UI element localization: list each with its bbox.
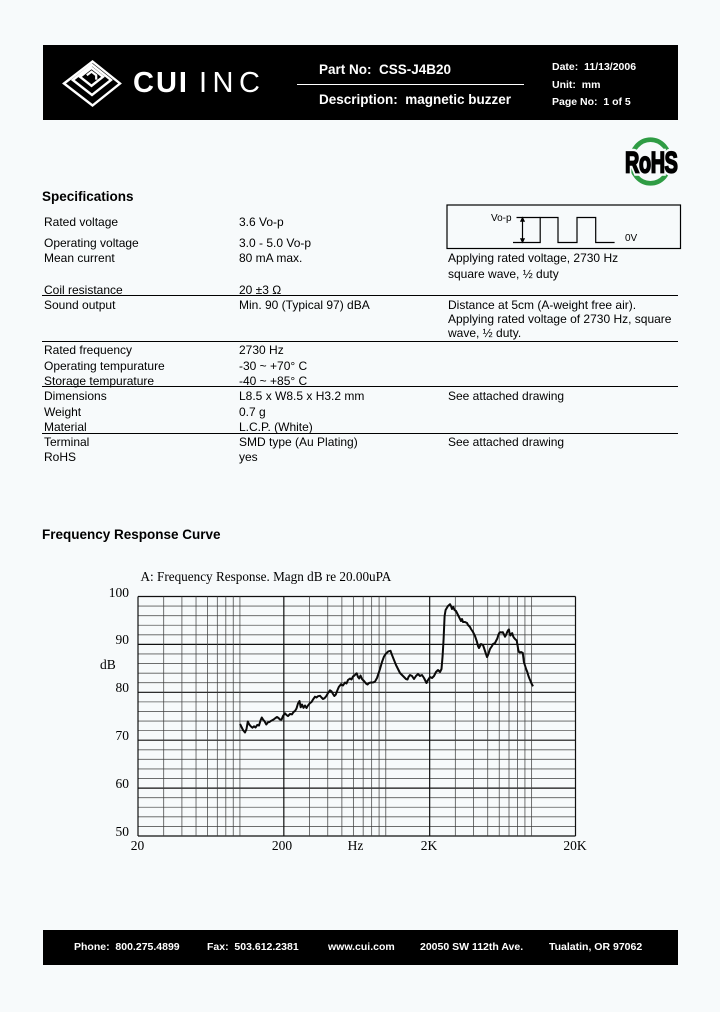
svg-text:20: 20 <box>131 838 145 853</box>
svg-text:60: 60 <box>116 776 130 791</box>
svg-text:90: 90 <box>116 632 130 647</box>
svg-text:dB: dB <box>100 657 116 672</box>
svg-text:RoHS: RoHS <box>625 147 678 180</box>
svg-text:80: 80 <box>116 680 130 695</box>
svg-text:70: 70 <box>116 728 130 743</box>
svg-text:Hz: Hz <box>348 838 364 853</box>
svg-text:200: 200 <box>272 838 293 853</box>
svg-text:RoHS: RoHS <box>625 147 678 180</box>
svg-text:100: 100 <box>109 585 130 600</box>
svg-text:0V: 0V <box>625 233 638 244</box>
svg-text:2K: 2K <box>421 838 438 853</box>
svg-text:20K: 20K <box>563 838 587 853</box>
svg-text:A: Frequency Response. Magn dB: A: Frequency Response. Magn dB re 20.00u… <box>141 569 392 584</box>
svg-text:50: 50 <box>116 824 130 839</box>
svg-text:Vo-p: Vo-p <box>491 213 512 224</box>
